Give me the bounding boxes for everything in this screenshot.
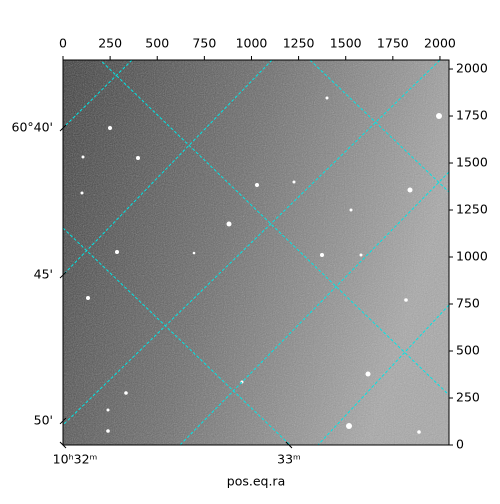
y-tick-label: 0 [456, 437, 464, 452]
ra-tick [285, 441, 293, 449]
x-tick-label: 0 [59, 36, 67, 51]
x-tick-label: 250 [98, 36, 122, 51]
y-tick-label: 1000 [456, 249, 488, 264]
x-tick-label: 500 [145, 36, 169, 51]
ra-tick-label: 33ᵐ [277, 452, 301, 467]
y-tick-label: 750 [456, 296, 480, 311]
y-tick-label: 1750 [456, 108, 488, 123]
x-tick-label: 750 [192, 36, 216, 51]
x-tick-label: 1000 [236, 36, 268, 51]
y-tick-label: 250 [456, 390, 480, 405]
x-axis-label: pos.eq.ra [227, 474, 285, 489]
wcs-grid [63, 60, 449, 445]
y-tick-label: 1250 [456, 202, 488, 217]
y-tick-label: 2000 [456, 61, 488, 76]
dec-tick [59, 417, 67, 425]
dec-tick [59, 124, 67, 132]
image [63, 60, 449, 445]
frame [62, 59, 450, 446]
x-tick-label: 1750 [377, 36, 409, 51]
dec-tick-label: 50' [34, 412, 53, 427]
dec-tick-label: 60°40' [12, 120, 54, 135]
dec-tick-label: 45' [34, 267, 53, 282]
dec-tick [59, 271, 67, 279]
y-tick-label: 500 [456, 343, 480, 358]
x-tick-label: 1250 [283, 36, 315, 51]
ra-tick-label: 10ʰ32ᵐ [53, 452, 98, 467]
x-tick-label: 2000 [424, 36, 456, 51]
y-tick-label: 1500 [456, 155, 488, 170]
x-tick-label: 1500 [330, 36, 362, 51]
stars [80, 96, 442, 434]
ra-tick [59, 441, 67, 449]
